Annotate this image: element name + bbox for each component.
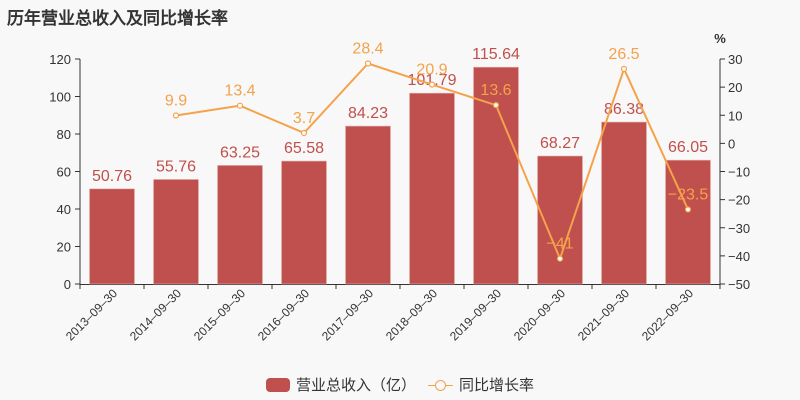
bar-2013-09-30[interactable] xyxy=(89,188,135,285)
legend-label-growth: 同比增长率 xyxy=(459,376,535,394)
growth-rate-point[interactable] xyxy=(364,60,372,67)
x-axis-tick-label: 2022–09–30 xyxy=(639,286,696,343)
left-axis-tick-label: 80 xyxy=(57,127,71,142)
growth-rate-label: 28.4 xyxy=(352,41,383,58)
bar-2017-09-30[interactable] xyxy=(345,125,391,285)
right-axis-tick-label: 20 xyxy=(728,80,742,95)
bar-value-label: 50.76 xyxy=(92,168,132,185)
right-axis-tick-label: 30 xyxy=(728,52,742,67)
growth-rate-label: 20.9 xyxy=(416,62,447,79)
bar-2015-09-30[interactable] xyxy=(217,165,263,285)
bar-value-label: 84.23 xyxy=(348,105,388,122)
right-axis-unit: % xyxy=(714,31,726,46)
x-axis-tick-label: 2019–09–30 xyxy=(447,286,504,343)
growth-rate-point[interactable] xyxy=(300,129,308,137)
bar-value-label: 86.38 xyxy=(604,101,644,118)
growth-rate-point[interactable] xyxy=(428,81,436,88)
left-axis-tick-label: 100 xyxy=(49,90,71,105)
x-axis-tick-label: 2014–09–30 xyxy=(127,286,184,343)
bar-value-label: 68.27 xyxy=(540,135,580,152)
right-axis-tick-label: 0 xyxy=(728,136,735,151)
right-axis-tick-label: −50 xyxy=(728,277,750,292)
growth-rate-label: 3.7 xyxy=(293,110,315,127)
growth-rate-label: 13.4 xyxy=(224,83,255,100)
bar-2020-09-30[interactable] xyxy=(537,155,583,285)
bar-value-label: 66.05 xyxy=(668,139,708,156)
legend: 营业总收入（亿） 同比增长率 xyxy=(0,374,800,395)
right-axis-tick-label: 10 xyxy=(728,108,742,123)
bar-2021-09-30[interactable] xyxy=(601,121,647,285)
growth-rate-label: 26.5 xyxy=(608,46,639,63)
right-axis-tick-label: −10 xyxy=(728,165,750,180)
left-axis-tick-label: 40 xyxy=(57,202,71,217)
left-axis-tick-label: 60 xyxy=(57,165,71,180)
left-axis-tick-label: 20 xyxy=(57,240,71,255)
left-axis-tick-label: 120 xyxy=(49,52,71,67)
x-axis-tick-label: 2013–09–30 xyxy=(63,286,120,343)
legend-label-revenue: 营业总收入（亿） xyxy=(295,376,416,394)
growth-rate-label: −23.5 xyxy=(668,186,709,203)
right-axis-tick-label: −20 xyxy=(728,193,750,208)
bar-value-label: 65.58 xyxy=(284,140,324,157)
bar-2022-09-30[interactable] xyxy=(665,159,711,285)
bar-2016-09-30[interactable] xyxy=(281,160,327,285)
growth-rate-point[interactable] xyxy=(556,255,564,262)
growth-rate-label: 9.9 xyxy=(165,93,187,110)
bar-value-label: 115.64 xyxy=(472,46,520,63)
legend-item-revenue[interactable]: 营业总收入（亿） xyxy=(265,374,416,395)
x-axis-tick-label: 2015–09–30 xyxy=(191,286,248,343)
chart-title: 历年营业总收入及同比增长率 xyxy=(7,9,228,29)
bar-value-label: 55.76 xyxy=(156,158,196,175)
x-axis-tick-label: 2016–09–30 xyxy=(255,286,312,343)
growth-rate-point[interactable] xyxy=(620,65,628,72)
right-axis-tick-label: −30 xyxy=(728,221,750,236)
growth-rate-point[interactable] xyxy=(684,206,692,213)
legend-item-growth[interactable]: 同比增长率 xyxy=(428,374,534,395)
bar-value-label: 101.79 xyxy=(408,72,457,89)
growth-rate-label: −41 xyxy=(546,236,573,253)
growth-rate-point[interactable] xyxy=(236,102,244,109)
bar-swatch-icon xyxy=(265,377,290,392)
bar-2014-09-30[interactable] xyxy=(153,179,199,285)
x-axis-tick-label: 2017–09–30 xyxy=(319,286,376,343)
bar-value-label: 63.25 xyxy=(220,144,260,161)
growth-rate-label: 13.6 xyxy=(480,82,511,99)
growth-rate-point[interactable] xyxy=(492,102,500,109)
left-axis-tick-label: 0 xyxy=(64,277,71,292)
right-axis-tick-label: −40 xyxy=(728,249,750,264)
line-marker-icon xyxy=(428,378,453,392)
x-axis-tick-label: 2020–09–30 xyxy=(511,286,568,343)
growth-rate-point[interactable] xyxy=(172,112,180,119)
x-axis-tick-label: 2021–09–30 xyxy=(575,286,632,343)
x-axis-tick-label: 2018–09–30 xyxy=(383,286,440,343)
bar-2018-09-30[interactable] xyxy=(409,92,455,285)
